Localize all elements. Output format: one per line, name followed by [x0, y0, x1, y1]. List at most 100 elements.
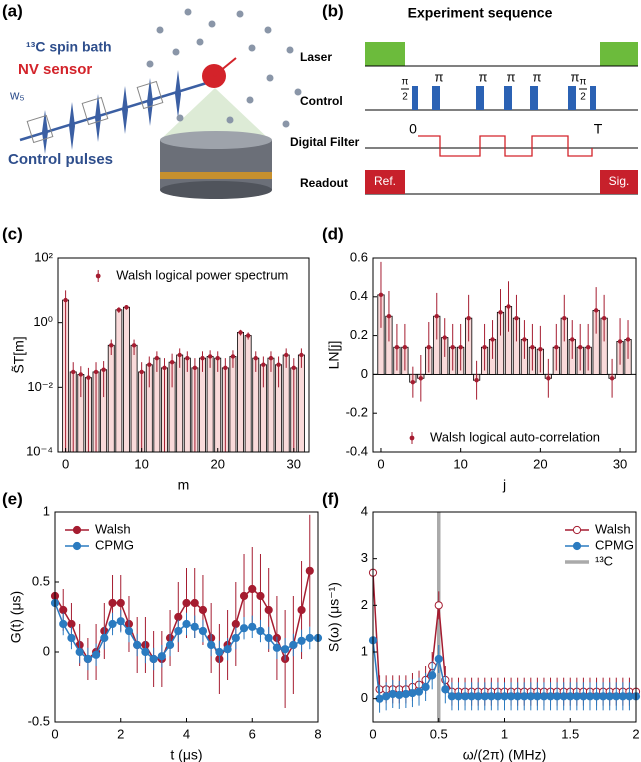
- bar: [206, 356, 214, 453]
- row-label: Control: [300, 94, 343, 108]
- sequence-diagram: Experiment sequence Laser Control Digita…: [290, 5, 638, 195]
- pulse-label: π: [580, 77, 587, 88]
- y-tick-label: 0: [361, 366, 368, 381]
- point: [245, 333, 251, 338]
- x-tick-label: 6: [249, 726, 256, 741]
- point: [67, 633, 76, 643]
- point: [299, 352, 304, 358]
- point: [91, 650, 101, 659]
- point: [223, 645, 232, 654]
- plot-area: [58, 258, 309, 452]
- point: [410, 379, 416, 385]
- point: [190, 622, 199, 631]
- x-tick-label: 0.5: [430, 726, 448, 741]
- point: [386, 314, 392, 319]
- point: [108, 598, 117, 608]
- y-tick-label: 10⁻²: [27, 379, 53, 394]
- point: [506, 304, 511, 309]
- point: [490, 337, 495, 342]
- legend-label: ¹³C: [595, 553, 613, 568]
- point: [442, 335, 447, 340]
- point: [264, 633, 273, 643]
- pulse-label: π: [402, 77, 409, 88]
- row-label: Readout: [300, 176, 348, 190]
- legend-label: Walsh: [595, 521, 631, 536]
- illustration-label: NV sensor: [18, 61, 92, 78]
- y-tick-label: 0.6: [350, 249, 368, 264]
- x-axis-label: j: [502, 477, 506, 493]
- y-tick-label: 0.2: [350, 327, 368, 342]
- point: [86, 375, 91, 380]
- point: [414, 687, 424, 696]
- legend-swatch: [72, 541, 82, 551]
- point: [466, 315, 471, 321]
- point: [182, 619, 191, 629]
- point: [428, 671, 437, 680]
- bar: [297, 354, 305, 453]
- bar: [214, 357, 222, 453]
- point: [401, 689, 410, 699]
- point: [239, 591, 249, 601]
- point: [276, 362, 281, 367]
- x-axis-label: ω/(2π) (MHz): [463, 747, 547, 762]
- point: [198, 626, 208, 636]
- point: [215, 647, 224, 657]
- point: [434, 654, 443, 664]
- legend-swatch: [95, 273, 101, 279]
- legend-label: CPMG: [595, 537, 634, 552]
- readout-label: Sig.: [609, 174, 630, 188]
- illustration: ¹³C spin bath NV sensor w₅ Control pulse…: [8, 8, 302, 199]
- point: [215, 355, 220, 361]
- pulse-label: 2: [580, 92, 586, 103]
- point: [578, 345, 583, 350]
- point: [421, 682, 430, 692]
- point: [177, 352, 182, 358]
- legend-swatch: [572, 525, 582, 535]
- point: [450, 345, 455, 350]
- point: [192, 365, 198, 371]
- point: [291, 365, 296, 371]
- bar: [244, 335, 252, 453]
- point: [268, 355, 274, 361]
- point: [281, 645, 290, 654]
- y-axis-label: S(ω) (μs⁻¹): [326, 582, 342, 652]
- point: [593, 308, 599, 313]
- point: [83, 654, 92, 664]
- point: [162, 365, 167, 371]
- plot-area: [373, 258, 636, 452]
- x-tick-label: 8: [314, 726, 321, 741]
- x-tick-label: 30: [287, 456, 301, 471]
- point: [93, 369, 99, 375]
- point: [124, 626, 134, 636]
- bar: [282, 354, 290, 453]
- row-label: Laser: [300, 50, 332, 64]
- y-tick-label: 10⁰: [33, 314, 53, 329]
- point: [297, 636, 306, 645]
- legend-label: CPMG: [95, 537, 134, 552]
- y-tick-label: 1: [361, 643, 368, 658]
- y-tick-label: 3: [361, 550, 368, 565]
- point: [248, 584, 257, 594]
- x-tick-label: 1.5: [561, 726, 579, 741]
- point: [297, 605, 306, 615]
- legend-swatch: [409, 435, 415, 441]
- point: [174, 626, 183, 636]
- legend-swatch: [572, 541, 582, 551]
- bar: [153, 357, 161, 453]
- x-tick-label: 20: [533, 456, 547, 471]
- point: [474, 378, 479, 383]
- point: [305, 633, 314, 643]
- y-tick-label: 0: [43, 643, 50, 658]
- legend-label: Walsh logical power spectrum: [116, 267, 288, 282]
- point: [149, 654, 158, 664]
- y-axis-label: S̃T[m]: [10, 336, 26, 373]
- point: [139, 369, 144, 375]
- row-label: Digital Filter: [290, 135, 360, 149]
- point: [538, 346, 543, 352]
- point: [78, 372, 84, 377]
- pulse-label: 2: [402, 92, 408, 103]
- y-tick-label: 4: [361, 503, 368, 518]
- point: [283, 352, 289, 358]
- bar: [115, 309, 123, 453]
